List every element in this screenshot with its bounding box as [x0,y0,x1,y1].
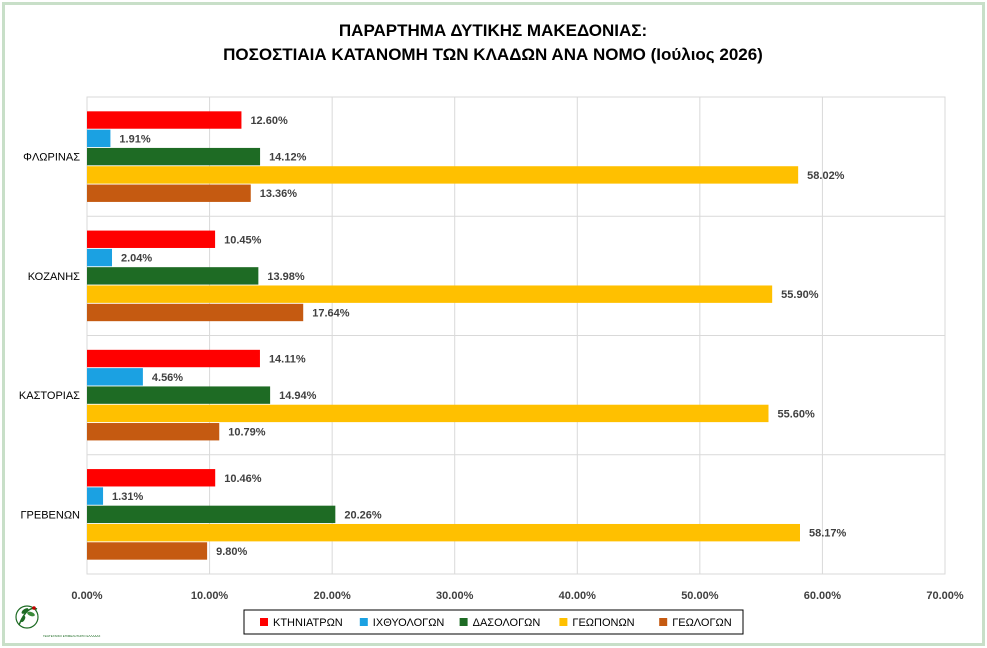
data-label: 1.91% [119,133,150,145]
x-tick-label: 10.00% [191,590,229,602]
bars [87,111,800,560]
category-label: ΓΡΕΒΕΝΩΝ [20,509,80,521]
bar [87,285,773,303]
legend: ΚΤΗΝΙΑΤΡΩΝ ΙΧΘΥΟΛΟΓΩΝ ΔΑΣΟΛΟΓΩΝ ΓΕΩΠΟΝΩΝ ΓΕΩ… [243,609,744,635]
data-label: 55.60% [777,408,815,420]
olive-branch-logo-icon [15,605,39,629]
chart-svg: ΠΑΡΑΡΤΗΜΑ ΔΥΤΙΚΗΣ ΜΑΚΕΔΟΝΙΑΣ: ΠΟΣΟΣΤΙΑΙΑ … [15,21,964,638]
category-label: ΚΟΖΑΝΗΣ [28,271,80,283]
bar [87,505,336,524]
chart-title-line: ΠΑΡΑΡΤΗΜΑ ΔΥΤΙΚΗΣ ΜΑΚΕΔΟΝΙΑΣ: [339,21,647,40]
bar [87,523,800,542]
data-label: 14.94% [279,390,317,402]
category-labels: ΦΛΩΡΙΝΑΣ ΚΟΖΑΝΗΣ ΚΑΣΤΟΡΙΑΣ ΓΡΕΒΕΝΩΝ [19,152,80,522]
chart-title-line: ΠΟΣΟΣΤΙΑΙΑ ΚΑΤΑΝΟΜΗ ΤΩΝ ΚΛΑΔΩΝ ΑΝΑ ΝΟΜΟ … [223,45,763,64]
bar [87,129,111,148]
bar [87,147,261,166]
bar [87,303,304,322]
bar [87,423,220,441]
x-tick-label: 30.00% [436,590,474,602]
bar [87,542,208,560]
bar [87,248,113,267]
bar [87,487,104,505]
bar [87,267,259,285]
bar [87,386,271,404]
bar [87,111,242,129]
legend-entry: ΓΕΩΠΟΝΩΝ [572,617,634,629]
data-label: 55.90% [781,289,819,301]
legend-entry: ΙΧΘΥΟΛΟΓΩΝ [373,617,445,629]
data-label: 2.04% [121,253,152,265]
data-labels: 12.60% 1.91% 14.12% 58.02% 13.36% 10.45% 2.04%… [112,115,846,558]
bar [87,469,216,487]
bar [87,166,799,184]
data-label: 58.02% [807,170,845,182]
data-label: 10.46% [224,473,262,485]
legend-entry: ΓΕΩΛΟΓΩΝ [672,617,732,629]
data-label: 4.56% [152,372,183,384]
bar [87,368,143,386]
bar [87,349,260,368]
data-label: 58.17% [809,528,847,540]
legend-entry: ΚΤΗΝΙΑΤΡΩΝ [273,617,343,629]
legend-entry: ΔΑΣΟΛΟΓΩΝ [473,617,541,629]
logo-text: ΓΕΩΤΕΧΝΙΚΟ ΕΠΙΜΕΛΗΤΗΡΙΟ ΕΛΛΑΔΑΣ [43,634,100,638]
data-label: 10.45% [224,234,262,246]
legend-swatch [559,618,568,626]
legend-swatch [659,618,668,626]
legend-swatch [359,618,368,626]
data-label: 13.98% [267,271,305,283]
x-tick-label: 40.00% [559,590,597,602]
legend-swatch [459,618,468,626]
data-label: 14.11% [269,354,306,366]
x-tick-label: 50.00% [681,590,719,602]
data-label: 9.80% [216,546,247,558]
bar [87,230,216,248]
category-label: ΚΑΣΤΟΡΙΑΣ [19,390,80,402]
data-label: 20.26% [344,509,382,521]
bar [87,184,251,202]
chart-title: ΠΑΡΑΡΤΗΜΑ ΔΥΤΙΚΗΣ ΜΑΚΕΔΟΝΙΑΣ: ΠΟΣΟΣΤΙΑΙΑ … [223,21,763,64]
x-tick-labels: 0.00% 10.00% 20.00% 30.00% 40.00% 50.00% 60.00… [71,590,963,602]
category-label: ΦΛΩΡΙΝΑΣ [23,152,80,164]
x-tick-label: 20.00% [313,590,351,602]
data-label: 12.60% [250,115,288,127]
x-tick-label: 70.00% [926,590,964,602]
data-label: 10.79% [228,427,266,439]
bar [87,404,769,423]
data-label: 1.31% [112,491,143,503]
data-label: 13.36% [260,188,298,200]
x-tick-label: 0.00% [71,590,102,602]
x-tick-label: 60.00% [804,590,842,602]
legend-swatch [260,618,268,626]
data-label: 17.64% [312,307,350,319]
data-label: 14.12% [269,152,307,164]
